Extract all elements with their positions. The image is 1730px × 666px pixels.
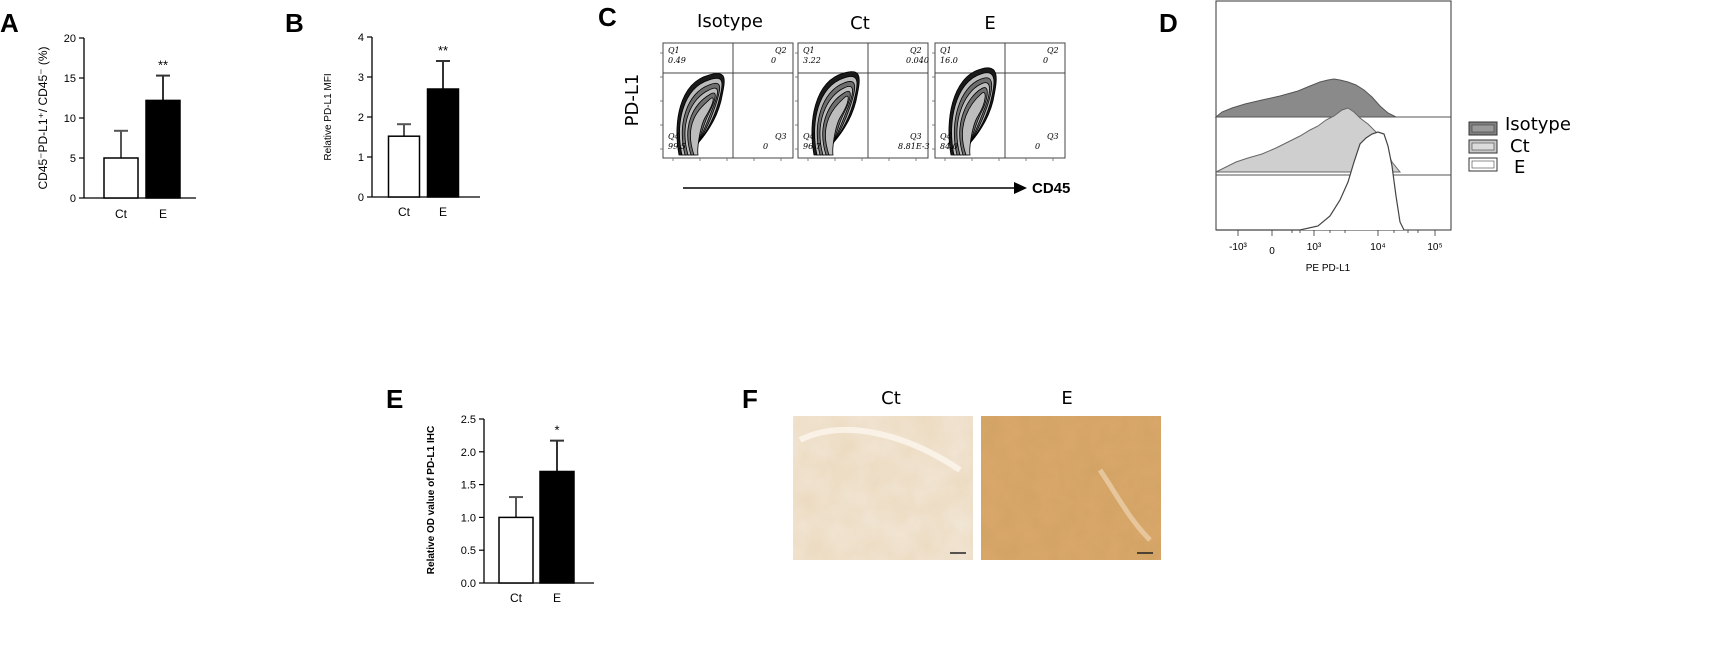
quadrant-q3-name: Q3 xyxy=(1047,132,1059,141)
legend-label-isotype: Isotype xyxy=(1505,114,1571,135)
histogram-xtick-4: 10⁵ xyxy=(1427,242,1442,253)
chart-e-ylabel: Relative OD value of PD-L1 IHC xyxy=(426,426,437,574)
histogram-xtick-1: 0 xyxy=(1269,246,1275,257)
chart-e-significance: * xyxy=(554,423,559,438)
histogram-isotype xyxy=(1214,78,1397,118)
quadrant-q3-value: 8.81E-3 xyxy=(898,142,930,151)
panel-letter-b: B xyxy=(285,8,304,38)
flow-y-label: PD-L1 xyxy=(622,74,643,127)
quadrant-q4-name: Q4 xyxy=(668,132,680,141)
chart-a: 0 5 10 15 20 Ct E ** xyxy=(64,33,196,221)
panel-letter-a: A xyxy=(0,8,19,38)
chart-a-category-label: E xyxy=(159,207,167,221)
chart-a-ytick-label: 20 xyxy=(64,33,76,45)
quadrant-q1-name: Q1 xyxy=(940,46,952,55)
quadrant-q2-value: 0.040 xyxy=(906,56,929,65)
chart-e-category-label: Ct xyxy=(510,591,523,605)
chart-b-significance: ** xyxy=(438,43,448,58)
chart-a-significance: ** xyxy=(158,58,168,73)
flow-header-ct: Ct xyxy=(850,13,870,34)
chart-e-ytick-label: 1.0 xyxy=(461,512,476,524)
chart-e: 0.0 0.5 1.0 1.5 2.0 2.5 Ct E * xyxy=(461,414,594,605)
chart-b: 0 1 2 3 4 Ct E ** xyxy=(358,32,480,219)
quadrant-q4-value: 84.0 xyxy=(940,142,958,151)
chart-e-ytick-label: 0.5 xyxy=(461,545,476,557)
quadrant-q4-name: Q4 xyxy=(940,132,952,141)
quadrant-q2-value: 0 xyxy=(771,56,776,65)
flow-header-e: E xyxy=(984,13,995,34)
ihc-header-ct: Ct xyxy=(881,388,901,409)
histogram-e xyxy=(1216,131,1405,231)
flow-header-isotype: Isotype xyxy=(697,11,763,32)
chart-b-ytick-label: 2 xyxy=(358,112,364,124)
chart-b-category-label: E xyxy=(439,205,447,219)
panel-letter-e: E xyxy=(386,384,403,414)
chart-a-ytick-label: 10 xyxy=(64,113,76,125)
flow-x-label: CD45 xyxy=(1032,180,1070,197)
flow-plots: Q10.49Q20Q499.5Q30Q13.22Q20.040Q496.7Q38… xyxy=(660,42,1066,161)
panel-letter-c: C xyxy=(598,2,617,32)
chart-b-ytick-label: 0 xyxy=(358,192,364,204)
panel-letter-d: D xyxy=(1159,8,1178,38)
quadrant-q1-value: 16.0 xyxy=(940,56,958,65)
chart-e-bar-e xyxy=(539,470,575,584)
quadrant-q3-value: 0 xyxy=(1035,142,1040,151)
histogram-ticks xyxy=(1237,230,1436,236)
chart-b-category-label: Ct xyxy=(398,205,411,219)
quadrant-q3-name: Q3 xyxy=(775,132,787,141)
quadrant-q1-value: 3.22 xyxy=(803,56,821,65)
quadrant-q2-name: Q2 xyxy=(775,46,787,55)
histogram-xtick-2: 10³ xyxy=(1307,242,1322,253)
ihc-image-e xyxy=(981,416,1161,560)
quadrant-q2-name: Q2 xyxy=(910,46,922,55)
chart-b-ytick-label: 1 xyxy=(358,152,364,164)
chart-e-bar-ct xyxy=(498,516,534,584)
quadrant-q2-value: 0 xyxy=(1043,56,1048,65)
cd45-arrow-head xyxy=(1014,182,1027,194)
chart-e-category-label: E xyxy=(553,591,561,605)
chart-a-ytick-label: 0 xyxy=(70,193,76,205)
histogram-legend: Isotype Ct E xyxy=(1468,114,1571,178)
chart-a-bar-ct xyxy=(103,157,139,199)
chart-b-bar-ct xyxy=(387,135,421,198)
flow-contour xyxy=(690,97,714,156)
histogram-xtick-3: 10⁴ xyxy=(1370,242,1385,253)
quadrant-q1-value: 0.49 xyxy=(668,56,686,65)
chart-b-ytick-label: 3 xyxy=(358,72,364,84)
flow-contour xyxy=(962,92,986,156)
chart-e-ytick-label: 1.5 xyxy=(461,480,476,492)
ihc-header-e: E xyxy=(1061,388,1072,409)
panel-letter-f: F xyxy=(742,384,758,414)
chart-b-ylabel: Relative PD-L1 MFI xyxy=(323,73,334,160)
legend-label-ct: Ct xyxy=(1510,136,1530,157)
histogram-plot: -10³ 0 10³ 10⁴ 10⁵ PE PD-L1 xyxy=(1214,0,1452,274)
quadrant-q4-value: 99.5 xyxy=(668,142,686,151)
histogram-xtick-0: -10³ xyxy=(1229,242,1247,253)
ihc-image-ct xyxy=(793,416,973,560)
flow-contour xyxy=(825,95,849,156)
quadrant-q4-name: Q4 xyxy=(803,132,815,141)
chart-a-ylabel: CD45⁻PD-L1⁺/ CD45⁻ (%) xyxy=(36,46,50,189)
chart-b-bar-e xyxy=(426,88,460,198)
quadrant-q3-name: Q3 xyxy=(910,132,922,141)
quadrant-q1-name: Q1 xyxy=(803,46,815,55)
quadrant-q3-value: 0 xyxy=(763,142,768,151)
chart-e-ytick-label: 2.0 xyxy=(461,447,476,459)
chart-a-category-label: Ct xyxy=(115,207,128,221)
quadrant-q4-value: 96.7 xyxy=(803,142,822,151)
quadrant-q1-name: Q1 xyxy=(668,46,680,55)
quadrant-q2-name: Q2 xyxy=(1047,46,1059,55)
chart-e-ytick-label: 0.0 xyxy=(461,578,476,590)
chart-b-ytick-label: 4 xyxy=(358,32,364,44)
chart-e-ytick-label: 2.5 xyxy=(461,414,476,426)
histogram-xlabel: PE PD-L1 xyxy=(1306,263,1351,274)
chart-a-bar-e xyxy=(145,99,181,199)
chart-a-ytick-label: 15 xyxy=(64,73,76,85)
chart-a-ytick-label: 5 xyxy=(70,153,76,165)
legend-label-e: E xyxy=(1514,157,1525,178)
